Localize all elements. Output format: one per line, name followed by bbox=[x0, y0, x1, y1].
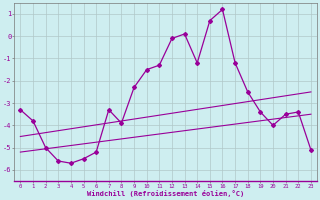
X-axis label: Windchill (Refroidissement éolien,°C): Windchill (Refroidissement éolien,°C) bbox=[87, 190, 244, 197]
